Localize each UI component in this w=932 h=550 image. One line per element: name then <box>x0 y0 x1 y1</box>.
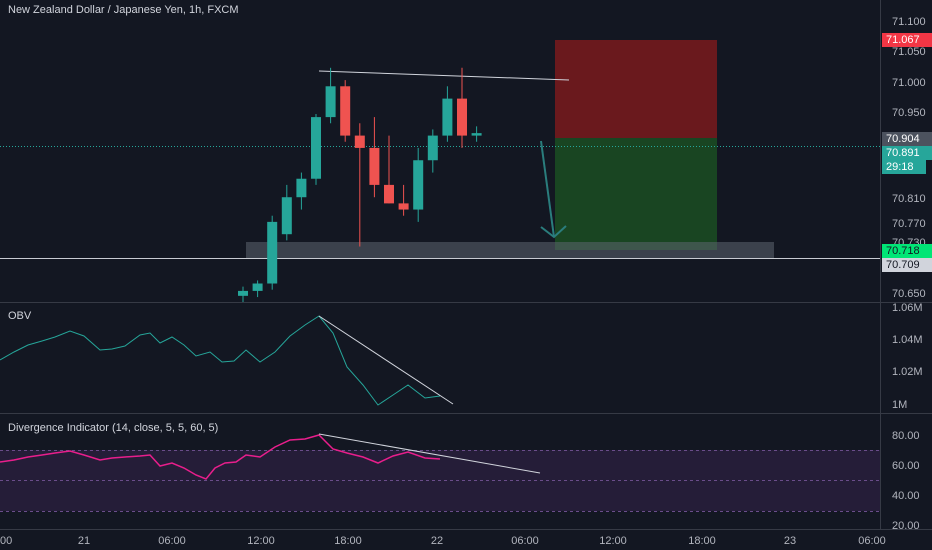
time-tick-label: 06:00 <box>511 535 539 547</box>
take-profit-zone[interactable] <box>555 138 717 250</box>
candle[interactable] <box>413 147 424 222</box>
support-zone[interactable] <box>246 242 774 258</box>
close-price-tag: 70.904 <box>882 132 932 146</box>
stop-price-tag: 71.067 <box>882 33 932 47</box>
obv-trendline[interactable] <box>318 315 454 405</box>
symbol-title[interactable]: New Zealand Dollar / Japanese Yen, 1h, F… <box>8 4 239 16</box>
obv-line <box>0 315 441 406</box>
price-tick-label: 70.770 <box>892 218 926 230</box>
time-axis[interactable]: 00 21 06:00 12:00 18:00 22 06:00 12:00 18:00 23 06… <box>0 535 886 547</box>
candle[interactable] <box>325 67 336 124</box>
time-tick-label: 18:00 <box>334 535 362 547</box>
candle[interactable] <box>369 117 380 198</box>
time-tick-label: 06:00 <box>158 535 186 547</box>
obv-pane[interactable] <box>0 303 880 413</box>
time-tick-label: 12:00 <box>599 535 627 547</box>
time-tick-label: 21 <box>78 535 90 547</box>
candle[interactable] <box>238 286 248 302</box>
target-price-tag: 70.718 <box>882 244 932 258</box>
oscillator-tick-label: 40.00 <box>892 490 920 502</box>
candle[interactable] <box>296 172 307 210</box>
obv-tick-label: 1M <box>892 399 907 411</box>
countdown-tag: 29:18 <box>882 160 926 174</box>
obv-tick-label: 1.06M <box>892 302 923 314</box>
price-tick-label: 70.650 <box>892 288 926 300</box>
candle[interactable] <box>398 184 409 216</box>
oscillator-tick-label: 80.00 <box>892 430 920 442</box>
oscillator-line <box>0 434 441 480</box>
candle[interactable] <box>340 80 351 142</box>
time-tick-label: 22 <box>431 535 443 547</box>
price-tick-label: 70.950 <box>892 107 926 119</box>
candle[interactable] <box>354 123 365 247</box>
candle[interactable] <box>311 114 321 185</box>
divergence-title[interactable]: Divergence Indicator (14, close, 5, 5, 6… <box>8 422 219 434</box>
stop-loss-zone[interactable] <box>555 40 717 138</box>
candle[interactable] <box>471 126 482 142</box>
time-tick-label: 18:00 <box>688 535 716 547</box>
oscillator-trendline[interactable] <box>318 433 541 474</box>
candle[interactable] <box>252 280 263 298</box>
price-tick-label: 71.050 <box>892 46 926 58</box>
candle[interactable] <box>281 184 292 241</box>
support-price-tag: 70.709 <box>882 258 932 272</box>
candle[interactable] <box>384 135 394 204</box>
last-price-tag: 70.891 <box>882 146 932 160</box>
candle[interactable] <box>442 86 453 142</box>
obv-axis[interactable]: 1.06M 1.04M 1.02M 1M <box>892 302 923 411</box>
time-tick-label: 12:00 <box>247 535 275 547</box>
obv-title[interactable]: OBV <box>8 310 32 322</box>
price-trendline[interactable] <box>318 70 570 81</box>
oscillator-tick-label: 20.00 <box>892 520 920 532</box>
price-tick-label: 70.810 <box>892 193 926 205</box>
candle[interactable] <box>427 129 438 173</box>
time-tick-label: 00 <box>0 535 12 547</box>
oscillator-tick-label: 60.00 <box>892 460 920 472</box>
candles-group <box>238 67 482 302</box>
obv-tick-label: 1.02M <box>892 366 923 378</box>
oscillator-axis[interactable]: 80.00 60.00 40.00 20.00 <box>892 430 920 532</box>
obv-tick-label: 1.04M <box>892 334 923 346</box>
candle[interactable] <box>267 215 278 290</box>
price-tick-label: 71.100 <box>892 16 926 28</box>
candle[interactable] <box>457 67 467 148</box>
time-tick-label: 06:00 <box>858 535 886 547</box>
down-arrow-icon[interactable] <box>540 140 567 239</box>
time-tick-label: 23 <box>784 535 796 547</box>
price-tick-label: 71.000 <box>892 77 926 89</box>
